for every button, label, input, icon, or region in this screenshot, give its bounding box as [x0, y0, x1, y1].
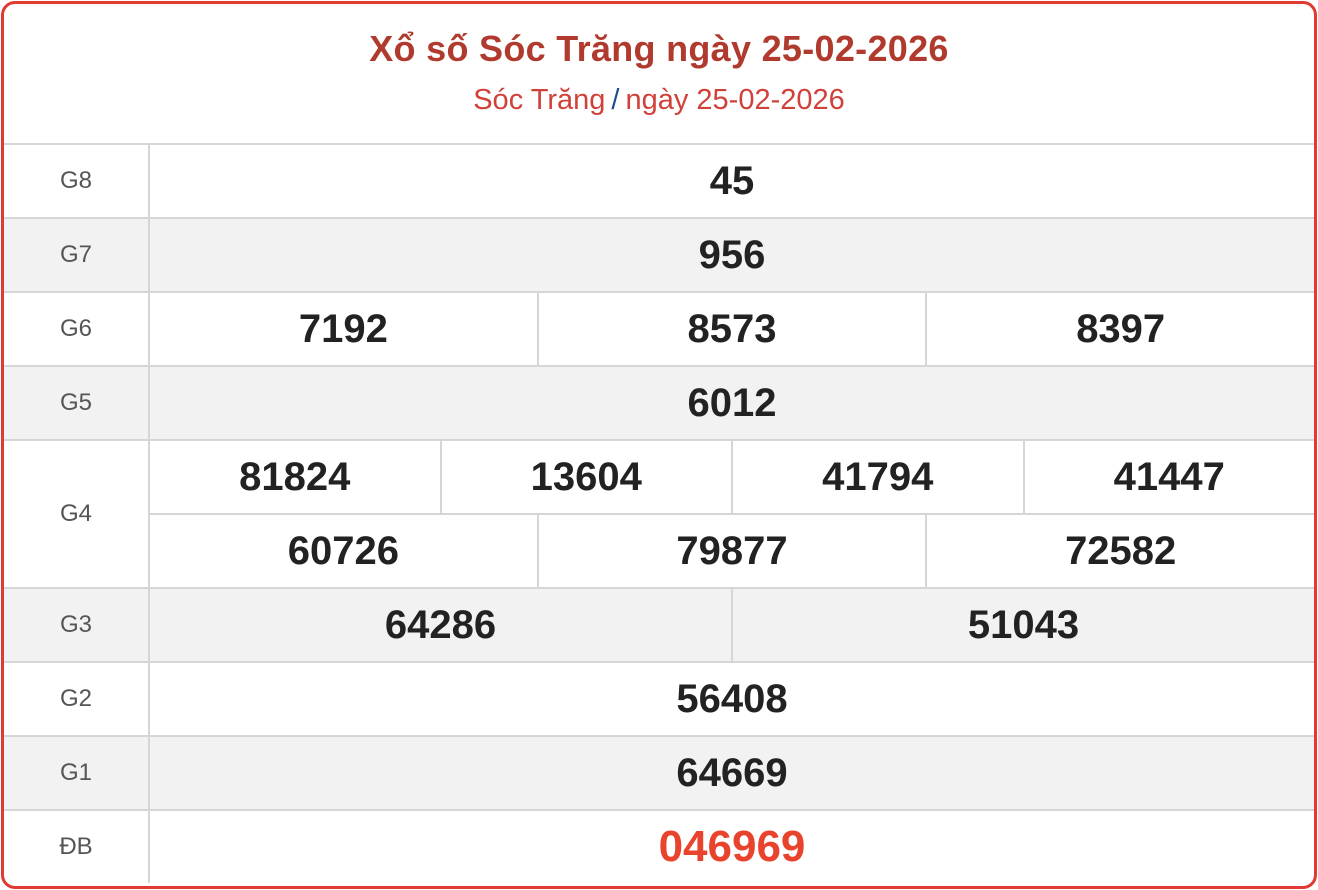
header: Xổ số Sóc Trăng ngày 25-02-2026 Sóc Trăn…: [4, 4, 1314, 145]
prize-label: G6: [4, 293, 150, 365]
prize-row: G1 64669: [4, 737, 1314, 811]
prize-subrow: 45: [150, 145, 1314, 217]
prize-label: G4: [4, 441, 150, 587]
prize-number: 41794: [731, 441, 1023, 513]
results-table: G8 45 G7 956 G6 7192 8573 8397 G5 6012 G4 81824 1360…: [4, 145, 1314, 883]
prize-subrow: 60726 79877 72582: [150, 513, 1314, 587]
prize-number: 64286: [384, 602, 497, 647]
prize-numbers: 956: [150, 219, 1314, 291]
prize-number: 45: [709, 158, 755, 203]
prize-subrow: 956: [150, 219, 1314, 291]
breadcrumb: Sóc Trăng / ngày 25-02-2026: [4, 84, 1314, 117]
page-title: Xổ số Sóc Trăng ngày 25-02-2026: [369, 28, 949, 69]
prize-subrow: 64286 51043: [150, 589, 1314, 661]
prize-number: 41447: [1022, 441, 1315, 513]
prize-number: 8573: [536, 293, 926, 365]
prize-number: 64669: [676, 750, 788, 795]
prize-row: G7 956: [4, 219, 1314, 293]
prize-row: G6 7192 8573 8397: [4, 293, 1314, 367]
prize-number: 6012: [687, 380, 777, 425]
prize-number: 79877: [536, 515, 926, 587]
prize-numbers: 64669: [150, 737, 1314, 809]
prize-subrow: 56408: [150, 663, 1314, 735]
prize-number: 13604: [439, 441, 732, 513]
prize-row: G2 56408: [4, 663, 1314, 737]
prize-label: G5: [4, 367, 150, 439]
prize-subrow: 046969: [150, 811, 1314, 883]
prize-number: 72582: [925, 515, 1314, 587]
prize-numbers: 046969: [150, 811, 1314, 883]
prize-numbers: 7192 8573 8397: [150, 293, 1314, 365]
prize-numbers: 81824 13604 41794 41447 60726 79877 72582: [150, 441, 1314, 587]
prize-number: 7192: [298, 306, 388, 351]
prize-row: G4 81824 13604 41794 41447 60726 79877 72582: [4, 441, 1314, 589]
breadcrumb-province-link[interactable]: Sóc Trăng: [473, 84, 606, 116]
prize-label: G7: [4, 219, 150, 291]
prize-row: G5 6012: [4, 367, 1314, 441]
prize-number: 60726: [287, 528, 399, 573]
prize-number: 8397: [925, 293, 1314, 365]
prize-subrow: 81824 13604 41794 41447: [150, 441, 1314, 513]
special-prize-number: 046969: [658, 822, 806, 871]
prize-number: 56408: [676, 676, 788, 721]
prize-number: 956: [698, 232, 766, 277]
prize-label: G8: [4, 145, 150, 217]
prize-numbers: 6012: [150, 367, 1314, 439]
prize-number: 81824: [239, 454, 351, 499]
prize-row: ĐB 046969: [4, 811, 1314, 883]
prize-label: G3: [4, 589, 150, 661]
prize-numbers: 64286 51043: [150, 589, 1314, 661]
prize-label: G1: [4, 737, 150, 809]
prize-number: 51043: [731, 589, 1314, 661]
prize-numbers: 56408: [150, 663, 1314, 735]
prize-row: G3 64286 51043: [4, 589, 1314, 663]
prize-row: G8 45: [4, 145, 1314, 219]
breadcrumb-separator: /: [611, 84, 620, 116]
breadcrumb-date[interactable]: ngày 25-02-2026: [625, 84, 845, 116]
prize-numbers: 45: [150, 145, 1314, 217]
prize-label: G2: [4, 663, 150, 735]
prize-subrow: 7192 8573 8397: [150, 293, 1314, 365]
prize-subrow: 6012: [150, 367, 1314, 439]
prize-label: ĐB: [4, 811, 150, 883]
prize-subrow: 64669: [150, 737, 1314, 809]
